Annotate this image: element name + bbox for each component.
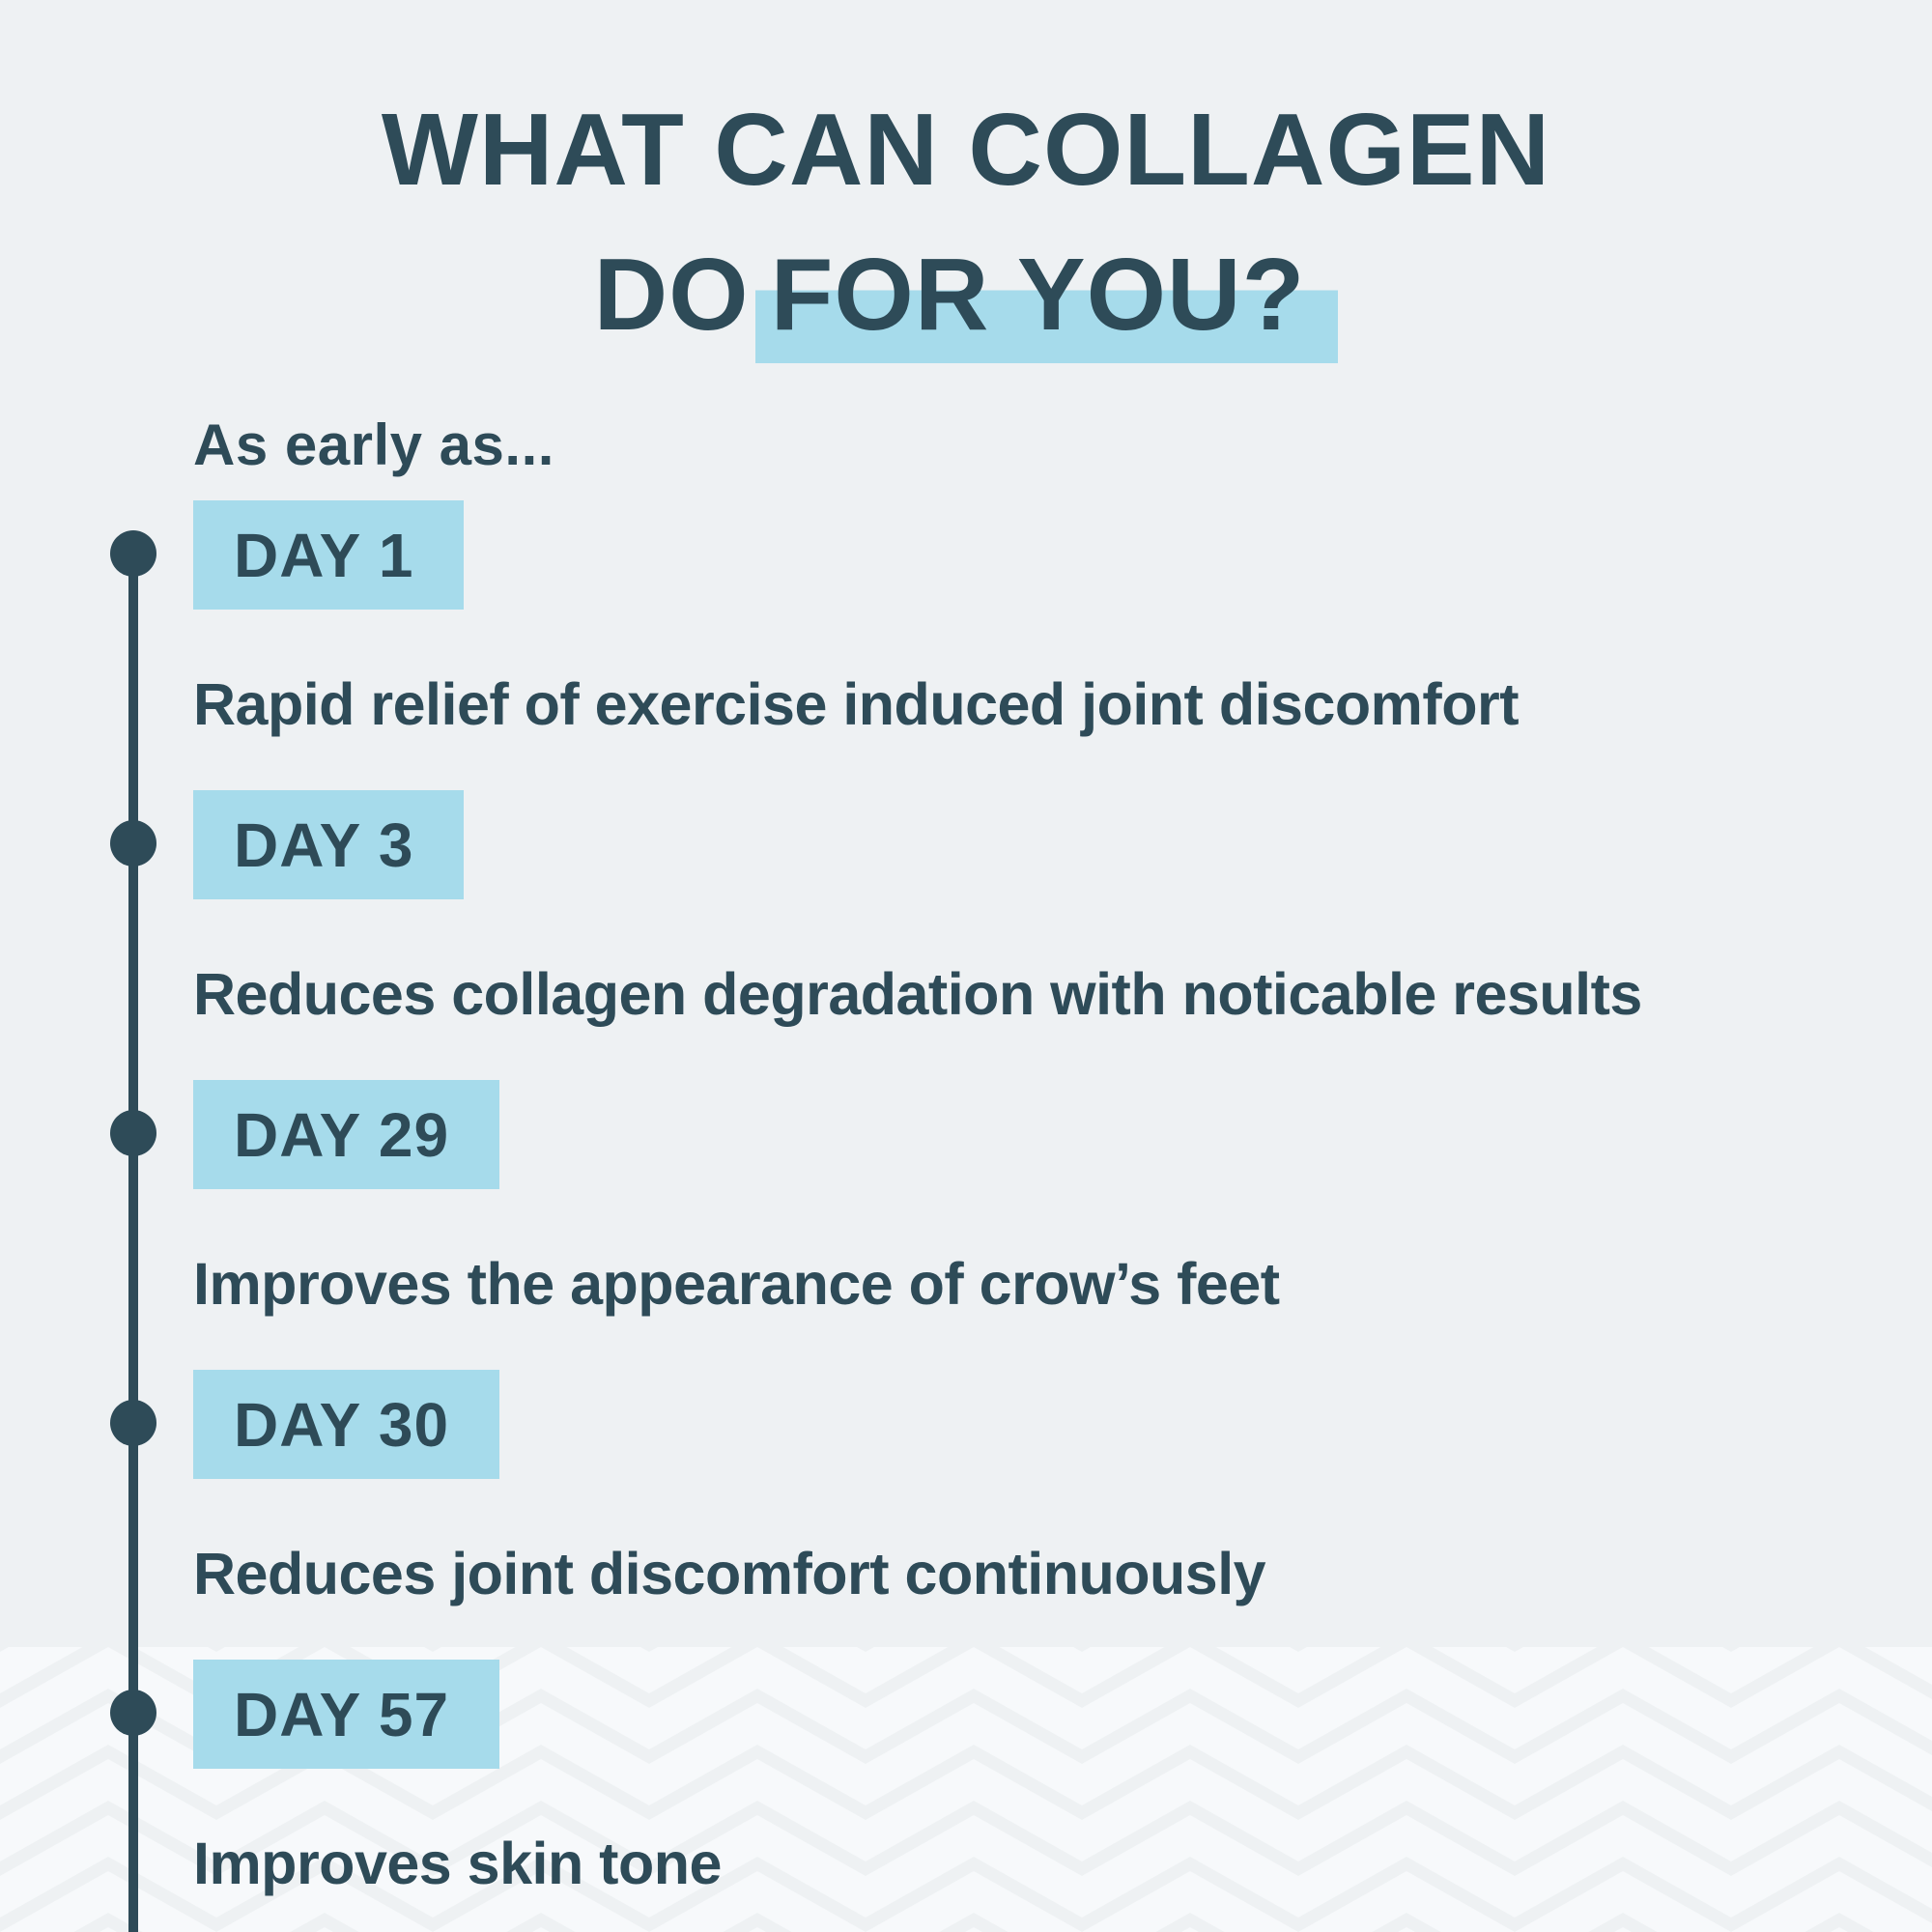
- page-title-highlight: FOR YOU?: [754, 238, 1339, 363]
- page-title-line1: WHAT CAN COLLAGEN: [381, 93, 1551, 207]
- timeline-dot-day57: [110, 1690, 156, 1736]
- day-description: Improves the appearance of crow’s feet: [193, 1251, 1280, 1317]
- day-label: DAY 3: [193, 790, 465, 899]
- timeline-dot-day30: [110, 1400, 156, 1446]
- timeline-item-day30: DAY 30 Reduces joint discomfort continuo…: [193, 1370, 1893, 1606]
- page-title-line2-prefix: DO: [593, 238, 750, 352]
- intro-text: As early as...: [193, 412, 554, 477]
- day-label: DAY 1: [193, 500, 465, 610]
- day-description: Rapid relief of exercise induced joint d…: [193, 671, 1520, 737]
- timeline-dot-day3: [110, 820, 156, 867]
- day-description: Reduces collagen degradation with notica…: [193, 961, 1642, 1027]
- timeline-dot-day1: [110, 530, 156, 577]
- timeline-item-day3: DAY 3 Reduces collagen degradation with …: [193, 790, 1893, 1027]
- day-description: Improves skin tone: [193, 1831, 722, 1896]
- timeline-dot-day29: [110, 1110, 156, 1156]
- timeline-line: [128, 554, 138, 1932]
- page-title: WHAT CAN COLLAGEN DO FOR YOU?: [0, 77, 1932, 367]
- timeline-item-day57: DAY 57 Improves skin tone: [193, 1660, 1893, 1896]
- timeline-item-day29: DAY 29 Improves the appearance of crow’s…: [193, 1080, 1893, 1317]
- day-label: DAY 57: [193, 1660, 500, 1769]
- day-description: Reduces joint discomfort continuously: [193, 1541, 1266, 1606]
- timeline-item-day1: DAY 1 Rapid relief of exercise induced j…: [193, 500, 1893, 737]
- day-label: DAY 29: [193, 1080, 500, 1189]
- day-label: DAY 30: [193, 1370, 500, 1479]
